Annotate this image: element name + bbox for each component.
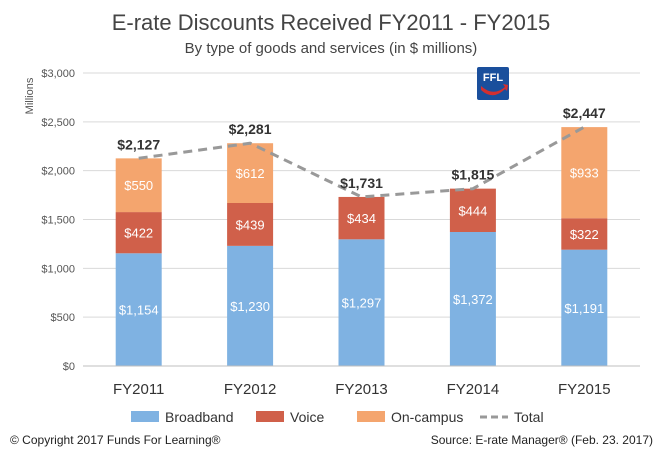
x-tick-label: FY2012 (224, 381, 277, 398)
bar-voice-fy2012 (227, 202, 274, 246)
total-line (138, 125, 586, 199)
logo-text: FFL (483, 72, 503, 84)
bar-broadband-fy2015 (561, 249, 608, 366)
source-text: Source: E-rate Manager® (Feb. 23. 2017) (431, 433, 653, 447)
total-value-label: $2,127 (117, 136, 160, 152)
total-value-label: $1,731 (340, 175, 383, 191)
segment-value-label: $434 (347, 211, 376, 226)
total-series-line (138, 125, 586, 199)
bar-voice-fy2013 (338, 196, 385, 240)
segment-value-label: $1,297 (342, 296, 382, 311)
legend-label: On-campus (391, 409, 463, 425)
arrow-icon (481, 84, 508, 96)
segment-value-label: $1,230 (230, 299, 270, 314)
bar-on-campus-fy2015 (561, 127, 608, 219)
y-tick-label: $3,000 (41, 68, 75, 80)
segment-value-label: $322 (570, 227, 599, 242)
x-tick-label: FY2015 (558, 381, 611, 398)
y-tick-label: $500 (51, 312, 75, 324)
chart-title: E-rate Discounts Received FY2011 - FY201… (112, 10, 551, 35)
total-value-label: $2,281 (229, 121, 272, 137)
segment-value-label: $422 (124, 226, 153, 241)
y-tick-label: $0 (63, 361, 75, 373)
legend-swatch-voice (256, 411, 284, 422)
bars (115, 127, 608, 366)
legend: Broadband Voice On-campus Total (131, 409, 544, 425)
segment-value-label: $612 (236, 166, 265, 181)
x-tick-label: FY2014 (447, 381, 500, 398)
bar-voice-fy2015 (561, 218, 608, 250)
bar-voice-fy2011 (115, 212, 162, 254)
x-tick-label: FY2011 (113, 381, 164, 398)
legend-swatch-broadband (131, 411, 159, 422)
legend-label: Broadband (165, 409, 234, 425)
bar-voice-fy2014 (449, 188, 496, 233)
segment-value-label: $439 (236, 217, 265, 232)
total-value-label: $2,447 (563, 105, 606, 121)
bar-broadband-fy2011 (115, 253, 162, 366)
total-value-label: $1,815 (451, 167, 494, 183)
segment-value-label: $1,154 (119, 303, 159, 318)
segment-value-label: $933 (570, 166, 599, 181)
y-axis-label: Millions (24, 77, 36, 114)
ffl-logo: FFL (477, 67, 509, 100)
legend-label: Voice (290, 409, 324, 425)
x-tick-label: FY2013 (335, 381, 388, 398)
data-labels: $1,154 $422 $550 $1,230 $439 $612 $1,297 $434 $1… (117, 105, 606, 318)
y-tick-label: $1,000 (41, 263, 75, 275)
y-tick-label: $2,000 (41, 166, 75, 178)
y-tick-label: $1,500 (41, 215, 75, 227)
legend-swatch-on-campus (357, 411, 385, 422)
axes: $0 $500 $1,000 $1,500 $2,000 $2,500 $3,000 FY20… (41, 68, 640, 398)
segment-value-label: $1,372 (453, 292, 493, 307)
bar-on-campus-fy2011 (115, 158, 162, 213)
chart-subtitle: By type of goods and services (in $ mill… (185, 40, 478, 57)
segment-value-label: $444 (458, 203, 487, 218)
bar-broadband-fy2012 (227, 245, 274, 366)
legend-label: Total (514, 409, 544, 425)
y-tick-label: $2,500 (41, 117, 75, 129)
bar-broadband-fy2013 (338, 239, 385, 366)
copyright-text: © Copyright 2017 Funds For Learning® (10, 433, 221, 447)
bar-on-campus-fy2012 (227, 143, 274, 203)
segment-value-label: $550 (124, 178, 153, 193)
bar-broadband-fy2014 (449, 232, 496, 366)
segment-value-label: $1,191 (564, 301, 604, 316)
